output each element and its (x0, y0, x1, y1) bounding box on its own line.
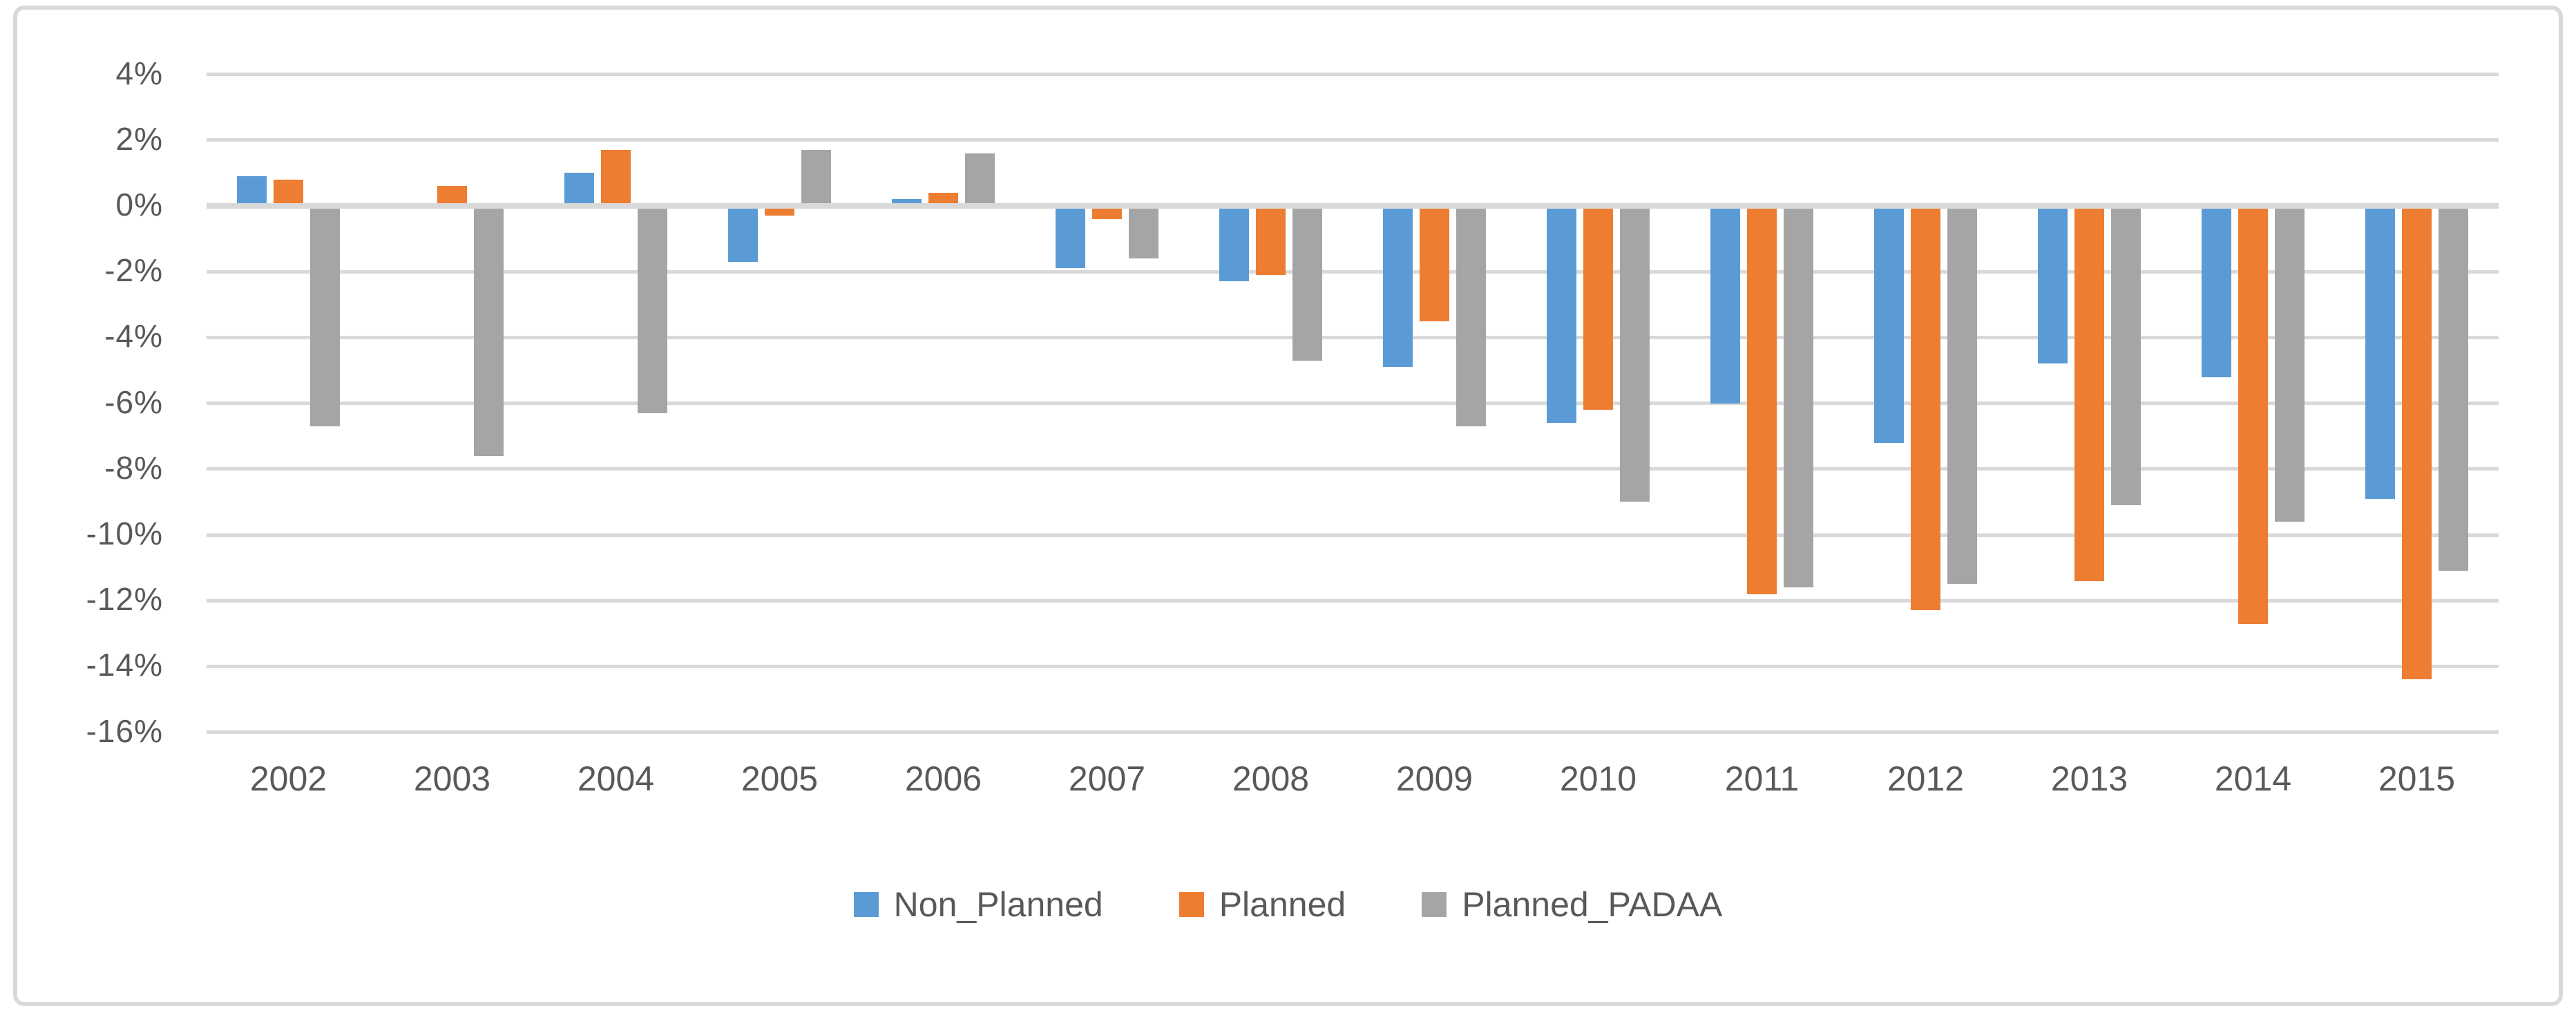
legend-label: Non_Planned (893, 885, 1103, 924)
gridline (207, 664, 2499, 668)
x-tick-label: 2013 (2050, 759, 2128, 798)
legend: Non_Planned Planned Planned_PADAA (0, 884, 2576, 925)
y-tick-label: 2% (115, 120, 163, 157)
legend-item-non_planned: Non_Planned (853, 884, 1103, 925)
legend-label: Planned_PADAA (1462, 885, 1723, 924)
bar-planned-2007 (1092, 206, 1122, 220)
gridline (207, 533, 2499, 537)
bar-non_planned-2007 (1056, 206, 1085, 269)
y-tick-label: 0% (115, 186, 163, 223)
gridline (207, 467, 2499, 471)
gridline (207, 401, 2499, 406)
legend-label: Planned (1219, 885, 1346, 924)
bar-planned_padaa-2015 (2439, 206, 2468, 571)
x-tick-label: 2011 (1724, 759, 1800, 798)
bar-non_planned-2008 (1219, 206, 1249, 282)
gridline (207, 335, 2499, 339)
x-tick-label: 2012 (1887, 759, 1965, 798)
gridline (207, 269, 2499, 274)
bar-planned-2009 (1420, 206, 1449, 321)
x-tick-label: 2014 (2214, 759, 2292, 798)
bar-non_planned-2012 (1874, 206, 1904, 443)
bar-non_planned-2006 (892, 199, 922, 206)
gridline (207, 138, 2499, 142)
bar-planned-2013 (2074, 206, 2104, 581)
y-tick-label: -10% (86, 515, 163, 551)
bar-non_planned-2013 (2038, 206, 2068, 364)
x-tick-label: 2004 (577, 759, 655, 798)
bar-planned-2004 (601, 150, 631, 206)
bar-planned_padaa-2012 (1947, 206, 1977, 585)
legend-swatch-icon (853, 892, 879, 917)
gridline (207, 730, 2499, 735)
bar-non_planned-2002 (237, 176, 267, 206)
legend-swatch-icon (1422, 892, 1447, 917)
bar-non_planned-2010 (1547, 206, 1576, 424)
bar-planned_padaa-2010 (1620, 206, 1650, 502)
gridline (207, 598, 2499, 603)
x-tick-label: 2010 (1559, 759, 1637, 798)
x-tick-label: 2006 (904, 759, 982, 798)
y-tick-label: -4% (104, 318, 163, 354)
bar-planned_padaa-2002 (310, 206, 340, 426)
y-tick-label: -2% (104, 252, 163, 289)
bar-non_planned-2011 (1710, 206, 1740, 404)
bar-planned-2010 (1583, 206, 1613, 410)
bar-planned_padaa-2013 (2111, 206, 2141, 506)
bar-planned-2012 (1911, 206, 1940, 611)
bar-planned-2008 (1256, 206, 1286, 275)
x-tick-label: 2009 (1395, 759, 1473, 798)
legend-item-planned: Planned (1179, 884, 1346, 925)
y-tick-label: -12% (86, 581, 163, 618)
x-tick-label: 2007 (1068, 759, 1146, 798)
zero-gridline (207, 203, 2499, 209)
x-tick-label: 2003 (413, 759, 491, 798)
y-tick-label: -16% (86, 712, 163, 749)
bar-planned-2006 (928, 192, 958, 206)
bar-planned_padaa-2008 (1292, 206, 1322, 361)
bar-non_planned-2005 (728, 206, 758, 262)
bar-planned_padaa-2007 (1129, 206, 1158, 259)
bar-non_planned-2004 (564, 173, 594, 206)
bar-planned-2015 (2402, 206, 2432, 680)
bar-planned-2011 (1747, 206, 1777, 594)
y-tick-label: -8% (104, 449, 163, 486)
bar-non_planned-2015 (2365, 206, 2395, 499)
bar-planned_padaa-2003 (474, 206, 504, 456)
bar-planned_padaa-2009 (1456, 206, 1486, 426)
bar-planned_padaa-2014 (2275, 206, 2305, 522)
x-tick-label: 2005 (741, 759, 819, 798)
bar-non_planned-2009 (1383, 206, 1413, 368)
bar-planned_padaa-2011 (1784, 206, 1813, 588)
bar-planned_padaa-2006 (965, 153, 995, 206)
gridline (207, 73, 2499, 77)
y-tick-label: -6% (104, 384, 163, 420)
x-tick-label: 2015 (2378, 759, 2456, 798)
bar-planned_padaa-2004 (638, 206, 667, 413)
bar-planned-2003 (437, 186, 467, 206)
y-tick-label: -14% (86, 647, 163, 683)
bar-planned-2002 (274, 179, 303, 206)
legend-swatch-icon (1179, 892, 1204, 917)
y-tick-label: 4% (115, 55, 163, 91)
x-tick-label: 2002 (249, 759, 327, 798)
legend-item-planned_padaa: Planned_PADAA (1422, 884, 1722, 925)
x-tick-label: 2008 (1232, 759, 1310, 798)
bar-planned_padaa-2005 (801, 150, 831, 206)
bar-planned-2014 (2238, 206, 2268, 624)
bar-non_planned-2014 (2202, 206, 2231, 377)
